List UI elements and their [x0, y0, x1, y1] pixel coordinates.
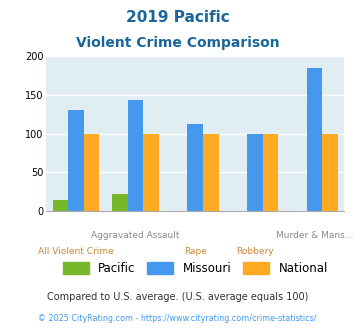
Text: Aggravated Assault: Aggravated Assault: [91, 231, 180, 240]
Bar: [143, 134, 159, 211]
Text: Rape: Rape: [184, 247, 207, 256]
Text: All Violent Crime: All Violent Crime: [38, 247, 114, 256]
Bar: [84, 134, 99, 211]
Bar: [68, 110, 84, 211]
Text: Violent Crime Comparison: Violent Crime Comparison: [76, 36, 279, 50]
Text: 2019 Pacific: 2019 Pacific: [126, 10, 229, 25]
Bar: [187, 123, 203, 211]
Bar: [247, 134, 263, 211]
Text: Compared to U.S. average. (U.S. average equals 100): Compared to U.S. average. (U.S. average …: [47, 292, 308, 302]
Text: Murder & Mans...: Murder & Mans...: [276, 231, 353, 240]
Bar: [263, 134, 278, 211]
Text: © 2025 CityRating.com - https://www.cityrating.com/crime-statistics/: © 2025 CityRating.com - https://www.city…: [38, 314, 317, 323]
Legend: Pacific, Missouri, National: Pacific, Missouri, National: [58, 257, 333, 280]
Text: Robbery: Robbery: [236, 247, 274, 256]
Bar: [203, 134, 219, 211]
Bar: [53, 200, 68, 211]
Bar: [128, 100, 143, 211]
Bar: [307, 68, 322, 211]
Bar: [112, 194, 128, 211]
Bar: [322, 134, 338, 211]
